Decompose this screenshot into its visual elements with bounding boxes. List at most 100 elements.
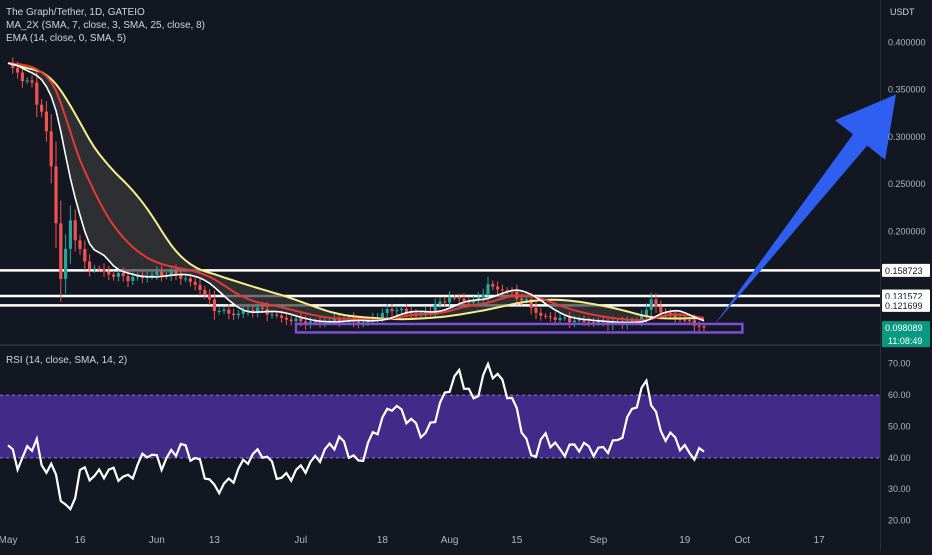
price-axis-tick: 0.250000: [888, 179, 926, 189]
candle-body: [280, 315, 284, 318]
axes: 0.400000 0.350000 0.300000 0.250000 0.200000…: [0, 38, 926, 547]
candle-body: [553, 317, 557, 320]
candle-body: [174, 270, 178, 275]
support-zone-box: [294, 322, 744, 334]
candle-body: [467, 301, 471, 303]
candle-body: [193, 281, 197, 285]
candle-body: [198, 284, 202, 290]
candle-body: [107, 271, 111, 275]
resistance-badge-1-text: 0.158723: [885, 266, 923, 276]
rsi-legend[interactable]: RSI (14, close, SMA, 14, 2): [6, 355, 128, 366]
candle-body: [92, 268, 96, 270]
price-axis-tick: 0.400000: [888, 38, 926, 48]
candle-body: [654, 299, 658, 307]
candle-body: [102, 268, 106, 272]
candle-body: [486, 284, 490, 295]
candle-body: [688, 320, 692, 322]
candle-body: [11, 63, 15, 68]
countdown-text: 11:08:49: [888, 336, 922, 346]
candle-body: [539, 312, 543, 316]
candle-body: [563, 317, 567, 319]
candle-body: [683, 319, 687, 321]
candle-body: [68, 220, 72, 249]
price-axis-tick: 0.200000: [888, 226, 926, 236]
candle-body: [150, 274, 154, 277]
candle-body: [284, 317, 288, 320]
resistance-badge-2-text: 0.131572: [885, 292, 923, 302]
candle-body: [112, 274, 116, 277]
ma-fast-line: [7, 62, 705, 324]
candle-body: [568, 317, 572, 323]
rsi-axis-tick: 70.00: [888, 359, 911, 369]
candle-body: [318, 321, 322, 323]
time-axis-tick: Jun: [149, 535, 165, 546]
ma-slow-line: [7, 62, 705, 321]
rsi-axis-tick: 40.00: [888, 453, 911, 463]
candle-body: [20, 72, 24, 82]
candle-body: [184, 278, 188, 280]
ema-legend[interactable]: EMA (14, close, 0, SMA, 5): [6, 33, 127, 44]
candle-body: [500, 289, 504, 291]
candle-body: [227, 309, 231, 314]
rsi-axis-tick: 60.00: [888, 390, 911, 400]
candle-body: [462, 298, 466, 302]
candle-body: [337, 318, 341, 322]
candle-body: [520, 298, 524, 301]
candle-body: [241, 311, 245, 314]
candle-body: [496, 286, 500, 290]
time-axis-tick: Oct: [735, 535, 751, 546]
rsi-axis-tick: 20.00: [888, 516, 911, 526]
candle-body: [83, 249, 87, 262]
candle-body: [673, 315, 677, 319]
price-axis-tick: 0.300000: [888, 132, 926, 142]
candle-body: [64, 248, 68, 280]
candle-body: [524, 299, 528, 301]
candle-body: [208, 294, 212, 300]
candle-body: [380, 313, 384, 318]
resistance-badge-1-bg: [882, 263, 930, 277]
time-axis-tick: 19: [679, 535, 691, 546]
price-axis-tick: 0.350000: [888, 85, 926, 95]
candle-body: [88, 261, 92, 270]
candle-body: [16, 67, 20, 73]
candle-body: [140, 276, 144, 279]
candle-body: [582, 319, 586, 322]
candle-body: [188, 278, 192, 282]
rsi-line: [7, 360, 705, 511]
candle-body: [289, 319, 293, 322]
candle-body: [356, 321, 360, 324]
candle-body: [35, 82, 39, 105]
candle-body: [121, 273, 125, 277]
candle-body: [592, 322, 596, 324]
candle-body: [644, 309, 648, 316]
time-axis-tick: Jul: [294, 535, 307, 546]
candle-body: [212, 299, 216, 311]
ema-line: [7, 62, 705, 322]
time-axis-tick: 18: [377, 535, 389, 546]
candle-body: [544, 315, 548, 317]
candle-body: [534, 307, 538, 313]
candle-body: [59, 223, 63, 280]
symbol-legend[interactable]: The Graph/Tether, 1D, GATEIO: [6, 7, 145, 18]
grid: [0, 0, 881, 550]
candle-body: [481, 294, 485, 298]
pane-separator: [0, 344, 880, 346]
resistance-badge-3-bg: [882, 298, 930, 312]
ma-legend[interactable]: MA_2X (SMA, 7, close, 3, SMA, 25, close,…: [6, 20, 205, 31]
candle-body: [659, 306, 663, 313]
ma-cloud: [8, 63, 704, 323]
resistance-badge-3-text: 0.121699: [885, 301, 923, 311]
candle-body: [395, 310, 399, 312]
time-axis-tick: Sep: [590, 535, 608, 546]
candle-body: [505, 290, 509, 292]
time-axis-tick: 17: [814, 535, 826, 546]
candle-body: [97, 268, 101, 270]
candle-body: [390, 309, 394, 312]
candle-body: [640, 315, 644, 321]
candle-body: [131, 276, 135, 282]
candle-body: [294, 318, 298, 322]
time-axis-tick: May: [0, 535, 17, 546]
